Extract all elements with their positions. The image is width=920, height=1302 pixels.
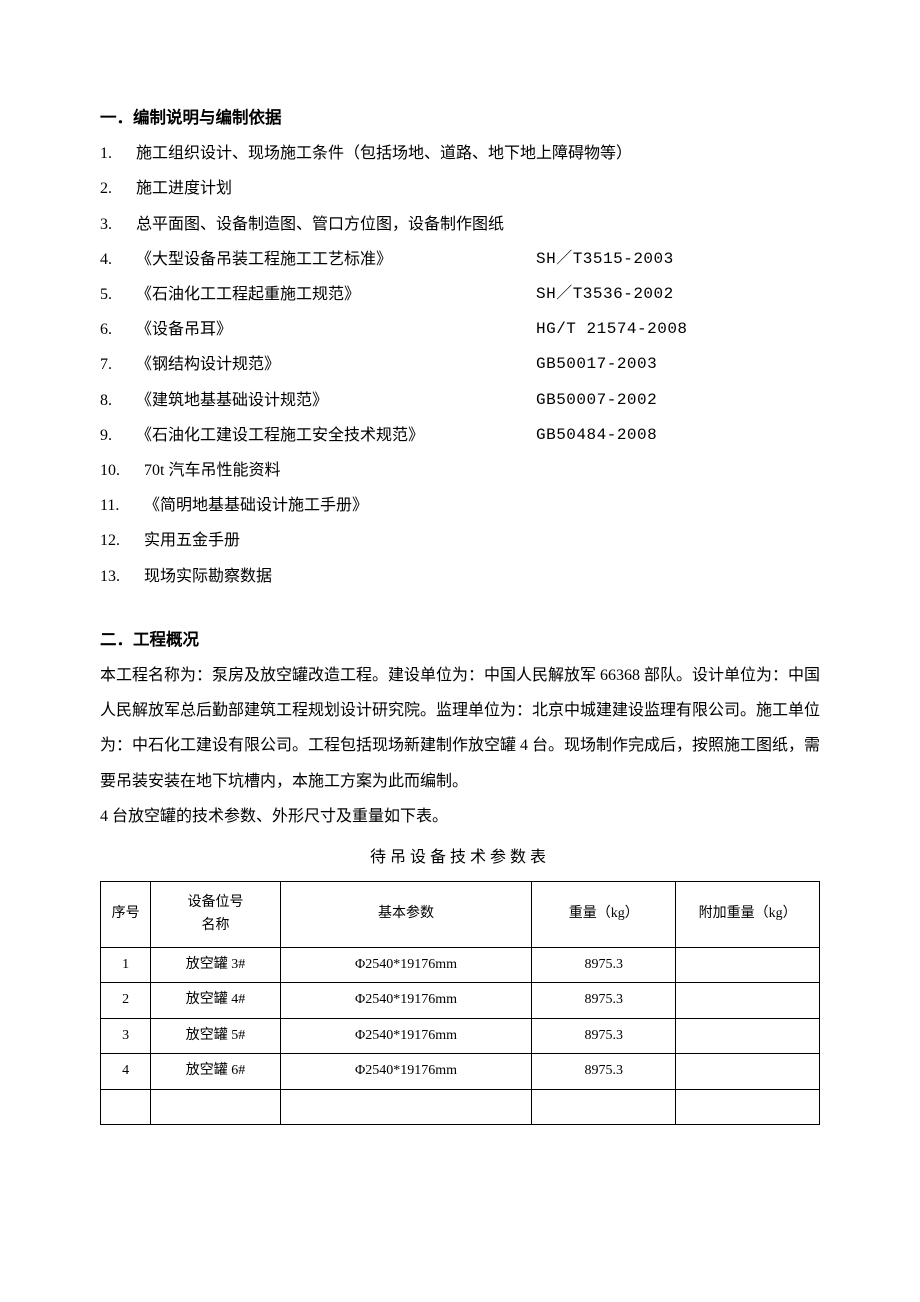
- table-cell-idx: [101, 1089, 151, 1124]
- th-add-weight: 附加重量（kg）: [676, 882, 820, 948]
- list-item-title: 《设备吊耳》: [136, 312, 536, 347]
- list-item-title: 总平面图、设备制造图、管口方位图，设备制作图纸: [136, 207, 820, 242]
- list-item-number: 12.: [100, 523, 144, 558]
- table-cell-add: [676, 1089, 820, 1124]
- equipment-table: 序号 设备位号 名称 基本参数 重量（kg） 附加重量（kg） 1放空罐 3#Φ…: [100, 881, 820, 1125]
- table-cell-param: Φ2540*19176mm: [280, 947, 532, 982]
- list-item-code: SH／T3515-2003: [536, 242, 820, 277]
- list-item-title: 70t 汽车吊性能资料: [144, 453, 820, 488]
- th-name: 设备位号 名称: [151, 882, 280, 948]
- list-item-code: GB50017-2003: [536, 347, 820, 382]
- table-cell-name: 放空罐 4#: [151, 983, 280, 1018]
- table-cell-idx: 3: [101, 1018, 151, 1053]
- table-row: 1放空罐 3#Φ2540*19176mm8975.3: [101, 947, 820, 982]
- list-item-number: 6.: [100, 312, 136, 347]
- table-cell-add: [676, 983, 820, 1018]
- table-cell-add: [676, 1018, 820, 1053]
- list-item-title: 《建筑地基基础设计规范》: [136, 383, 536, 418]
- list-item-number: 11.: [100, 488, 144, 523]
- list-item-number: 3.: [100, 207, 136, 242]
- list-item-title: 《简明地基基础设计施工手册》: [144, 488, 820, 523]
- table-cell-name: 放空罐 6#: [151, 1054, 280, 1089]
- table-cell-idx: 1: [101, 947, 151, 982]
- th-weight: 重量（kg）: [532, 882, 676, 948]
- table-cell-name: [151, 1089, 280, 1124]
- list-item-number: 7.: [100, 347, 136, 382]
- table-cell-weight: 8975.3: [532, 983, 676, 1018]
- table-cell-weight: [532, 1089, 676, 1124]
- th-param: 基本参数: [280, 882, 532, 948]
- table-row: 2放空罐 4#Φ2540*19176mm8975.3: [101, 983, 820, 1018]
- list-item: 4.《大型设备吊装工程施工工艺标准》SH／T3515-2003: [100, 242, 820, 277]
- table-cell-param: Φ2540*19176mm: [280, 983, 532, 1018]
- table-cell-add: [676, 1054, 820, 1089]
- list-item-number: 4.: [100, 242, 136, 277]
- table-cell-name: 放空罐 5#: [151, 1018, 280, 1053]
- list-item-code: HG/T 21574-2008: [536, 312, 820, 347]
- list-item-number: 1.: [100, 136, 136, 171]
- table-cell-weight: 8975.3: [532, 1018, 676, 1053]
- list-item-number: 5.: [100, 277, 136, 312]
- list-item-number: 9.: [100, 418, 136, 453]
- table-cell-add: [676, 947, 820, 982]
- th-index: 序号: [101, 882, 151, 948]
- table-cell-idx: 4: [101, 1054, 151, 1089]
- list-item: 2.施工进度计划: [100, 171, 820, 206]
- section2-paragraph: 本工程名称为：泵房及放空罐改造工程。建设单位为：中国人民解放军 66368 部队…: [100, 658, 820, 799]
- table-body: 1放空罐 3#Φ2540*19176mm8975.3 2放空罐 4#Φ2540*…: [101, 947, 820, 1124]
- table-cell-param: Φ2540*19176mm: [280, 1054, 532, 1089]
- list-item: 9.《石油化工建设工程施工安全技术规范》GB50484-2008: [100, 418, 820, 453]
- list-item: 12.实用五金手册: [100, 523, 820, 558]
- table-cell-name: 放空罐 3#: [151, 947, 280, 982]
- table-caption: 待吊设备技术参数表: [100, 840, 820, 875]
- table-cell-weight: 8975.3: [532, 1054, 676, 1089]
- list-item-title: 现场实际勘察数据: [144, 559, 820, 594]
- list-item: 11.《简明地基基础设计施工手册》: [100, 488, 820, 523]
- section-gap: [100, 594, 820, 622]
- list-item-title: 《石油化工建设工程施工安全技术规范》: [136, 418, 536, 453]
- list-item-title: 《大型设备吊装工程施工工艺标准》: [136, 242, 536, 277]
- list-item-title: 《石油化工工程起重施工规范》: [136, 277, 536, 312]
- list-item-number: 2.: [100, 171, 136, 206]
- table-row: 4放空罐 6#Φ2540*19176mm8975.3: [101, 1054, 820, 1089]
- list-item-code: GB50007-2002: [536, 383, 820, 418]
- list-item-number: 8.: [100, 383, 136, 418]
- th-name-line2: 名称: [202, 918, 230, 933]
- th-name-line1: 设备位号: [188, 895, 244, 910]
- list-item: 7.《钢结构设计规范》GB50017-2003: [100, 347, 820, 382]
- list-item: 13.现场实际勘察数据: [100, 559, 820, 594]
- section2-note: 4 台放空罐的技术参数、外形尺寸及重量如下表。: [100, 799, 820, 834]
- list-item: 10.70t 汽车吊性能资料: [100, 453, 820, 488]
- list-item: 8.《建筑地基基础设计规范》GB50007-2002: [100, 383, 820, 418]
- table-cell-param: [280, 1089, 532, 1124]
- table-row: [101, 1089, 820, 1124]
- table-cell-param: Φ2540*19176mm: [280, 1018, 532, 1053]
- section1-list: 1.施工组织设计、现场施工条件（包括场地、道路、地下地上障碍物等）2.施工进度计…: [100, 136, 820, 593]
- list-item: 5.《石油化工工程起重施工规范》SH／T3536-2002: [100, 277, 820, 312]
- table-row: 3放空罐 5#Φ2540*19176mm8975.3: [101, 1018, 820, 1053]
- table-cell-idx: 2: [101, 983, 151, 1018]
- list-item-title: 《钢结构设计规范》: [136, 347, 536, 382]
- section1-heading: 一．编制说明与编制依据: [100, 100, 820, 136]
- list-item: 3.总平面图、设备制造图、管口方位图，设备制作图纸: [100, 207, 820, 242]
- list-item-title: 施工进度计划: [136, 171, 820, 206]
- list-item: 1.施工组织设计、现场施工条件（包括场地、道路、地下地上障碍物等）: [100, 136, 820, 171]
- list-item-code: SH／T3536-2002: [536, 277, 820, 312]
- table-cell-weight: 8975.3: [532, 947, 676, 982]
- list-item-title: 施工组织设计、现场施工条件（包括场地、道路、地下地上障碍物等）: [136, 136, 820, 171]
- list-item-code: GB50484-2008: [536, 418, 820, 453]
- list-item-number: 13.: [100, 559, 144, 594]
- section2-heading: 二．工程概况: [100, 622, 820, 658]
- list-item-number: 10.: [100, 453, 144, 488]
- list-item: 6.《设备吊耳》HG/T 21574-2008: [100, 312, 820, 347]
- table-header-row: 序号 设备位号 名称 基本参数 重量（kg） 附加重量（kg）: [101, 882, 820, 948]
- list-item-title: 实用五金手册: [144, 523, 820, 558]
